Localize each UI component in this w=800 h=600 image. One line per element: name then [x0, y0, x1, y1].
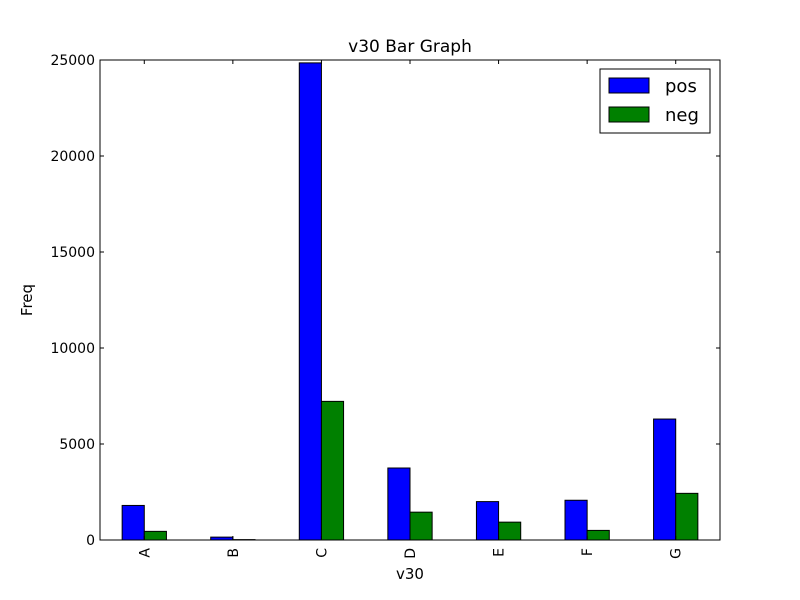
bar-pos-C	[298, 62, 322, 541]
legend-label-pos: pos	[665, 76, 697, 97]
x-axis-label: v30	[396, 565, 424, 583]
x-tick-label-F: F	[580, 548, 596, 556]
y-tick-label-15000: 15000	[50, 245, 95, 261]
y-tick-label-5000: 5000	[59, 437, 95, 453]
plot-frame	[99, 59, 721, 541]
legend-swatch-pos	[608, 77, 650, 94]
bar-pos-A	[121, 504, 145, 541]
y-tick-label-20000: 20000	[50, 149, 95, 165]
legend-label-neg: neg	[665, 105, 699, 126]
y-tick-label-25000: 25000	[50, 53, 95, 69]
y-tick-label-0: 0	[86, 533, 95, 549]
y-axis-label: Freq	[18, 284, 36, 316]
bar-neg-C	[320, 400, 345, 541]
legend-swatch-neg	[608, 106, 650, 123]
chart-title: v30 Bar Graph	[348, 37, 472, 57]
x-ticks-group: A B C D E F G	[137, 60, 685, 559]
legend: pos neg	[599, 68, 711, 134]
x-tick-label-E: E	[492, 548, 508, 557]
bar-neg-F	[586, 529, 610, 541]
bar-pos-G	[653, 418, 677, 541]
bar-neg-A	[143, 530, 167, 541]
x-tick-label-A: A	[137, 548, 153, 558]
bar-neg-E	[498, 521, 522, 541]
x-tick-label-B: B	[226, 548, 242, 558]
bar-neg-G	[675, 492, 699, 541]
y-ticks-group: 0 5000 10000 15000 20000 25000	[50, 53, 720, 549]
bar-neg-D	[409, 511, 433, 541]
bar-pos-E	[475, 501, 500, 541]
bars-group	[121, 62, 699, 541]
bar-pos-F	[564, 499, 588, 541]
x-tick-label-G: G	[669, 548, 685, 559]
x-tick-label-D: D	[403, 548, 419, 559]
bar-pos-D	[387, 467, 411, 541]
x-tick-label-C: C	[314, 548, 330, 558]
y-tick-label-10000: 10000	[50, 341, 95, 357]
